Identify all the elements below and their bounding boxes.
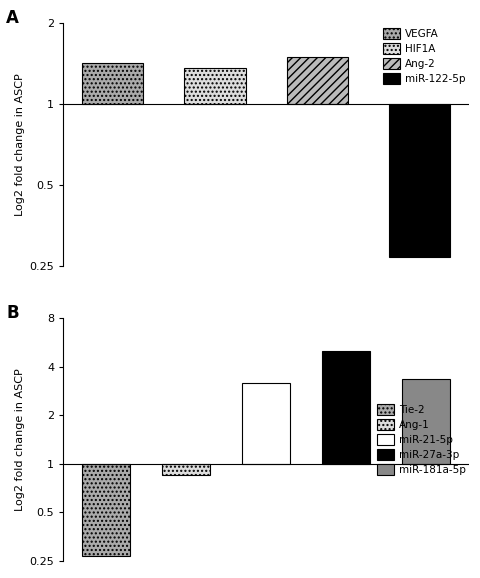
Bar [389, 104, 450, 257]
Text: B: B [6, 304, 19, 322]
Bar [82, 464, 130, 555]
Y-axis label: Log2 fold change in ASCP: Log2 fold change in ASCP [15, 368, 25, 511]
Bar [402, 379, 450, 464]
Bar [162, 464, 210, 475]
Bar [242, 383, 290, 464]
Bar [184, 68, 246, 104]
Bar [322, 351, 370, 464]
Bar [287, 57, 348, 104]
Y-axis label: Log2 fold change in ASCP: Log2 fold change in ASCP [15, 73, 25, 216]
Bar [82, 63, 143, 104]
Legend: Tie-2, Ang-1, miR-21-5p, miR-27a-3p, miR-181a-5p: Tie-2, Ang-1, miR-21-5p, miR-27a-3p, miR… [375, 402, 468, 477]
Text: A: A [6, 9, 19, 27]
Legend: VEGFA, HIF1A, Ang-2, miR-122-5p: VEGFA, HIF1A, Ang-2, miR-122-5p [381, 26, 468, 87]
